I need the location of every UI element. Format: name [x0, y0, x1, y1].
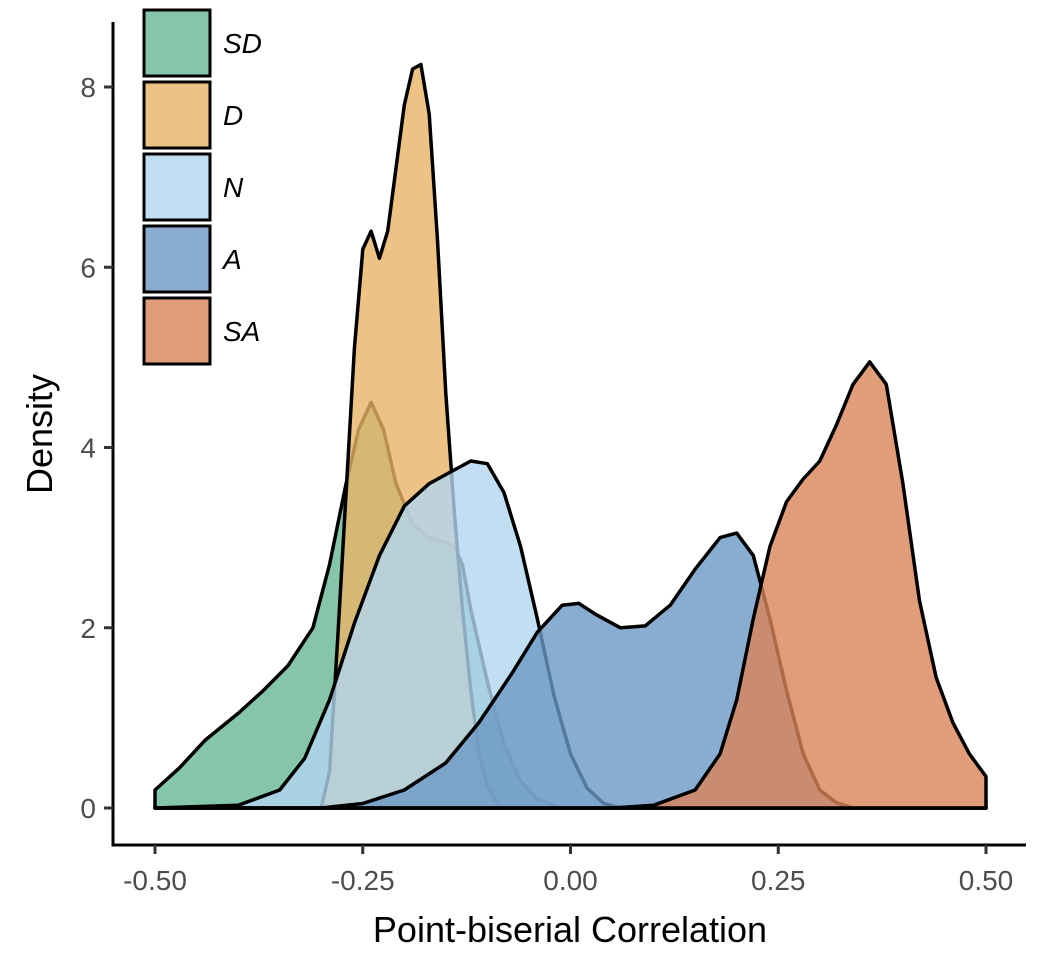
legend-label-n: N [223, 172, 244, 203]
legend-label-sd: SD [223, 28, 262, 59]
x-axis-title: Point-biserial Correlation [373, 909, 767, 950]
x-tick-label: 0.00 [543, 865, 598, 896]
y-tick-label: 6 [80, 252, 96, 283]
x-tick-label: 0.50 [959, 865, 1014, 896]
x-tick-label: 0.25 [751, 865, 806, 896]
legend-key-n [142, 152, 212, 222]
density-areas [153, 62, 988, 810]
legend-key-a [142, 224, 212, 294]
x-tick-label: -0.50 [123, 865, 187, 896]
y-tick-label: 2 [80, 613, 96, 644]
x-tick-label: -0.25 [331, 865, 395, 896]
legend-key-sa [142, 296, 212, 366]
y-tick-label: 4 [80, 433, 96, 464]
density-area-sa [153, 360, 988, 810]
legend-label-a: A [221, 244, 242, 275]
legend: SD D N A SA [142, 8, 262, 366]
legend-key-sd [142, 8, 212, 78]
y-tick-label: 8 [80, 72, 96, 103]
legend-label-sa: SA [223, 316, 260, 347]
y-tick-label: 0 [80, 793, 96, 824]
legend-label-d: D [223, 100, 243, 131]
axes: 0 2 4 6 8 -0.50 -0.25 0.00 0.25 0.50 [80, 22, 1026, 896]
y-axis-title: Density [19, 374, 60, 494]
legend-key-d [142, 80, 212, 150]
